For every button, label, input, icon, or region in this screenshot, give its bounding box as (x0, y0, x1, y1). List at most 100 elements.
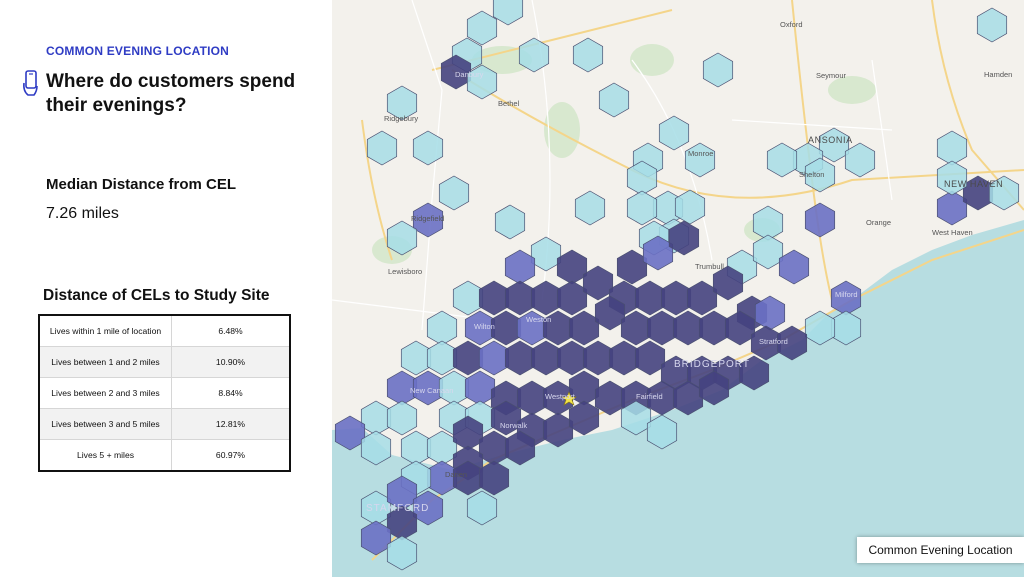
page-title: Where do customers spend their evenings? (46, 71, 296, 116)
hex-cell[interactable] (668, 220, 700, 256)
label-milford: Milford (835, 290, 858, 299)
label-lewisboro: Lewisboro (388, 267, 422, 276)
row-value: 12.81% (171, 408, 290, 440)
row-label: Lives between 3 and 5 miles (39, 408, 172, 440)
hex-cell[interactable] (626, 190, 658, 226)
hex-cell[interactable] (572, 37, 604, 73)
hex-cell[interactable] (412, 202, 444, 238)
hex-cell[interactable] (804, 202, 836, 238)
label-monroe: Monroe (688, 149, 713, 158)
label-bridgeport: BRIDGEPORT (674, 359, 750, 370)
hex-cell[interactable] (568, 400, 600, 436)
hex-cell[interactable] (598, 82, 630, 118)
table-row: Lives 5 + miles 60.97% (39, 439, 290, 471)
table-row: Lives between 2 and 3 miles 8.84% (39, 377, 290, 409)
hex-cell[interactable] (766, 142, 798, 178)
hex-cell[interactable] (478, 460, 510, 496)
hex-cell[interactable] (490, 400, 522, 436)
table-row: Lives within 1 mile of location 6.48% (39, 315, 290, 347)
label-oxford: Oxford (780, 20, 803, 29)
label-stamford: STAMFORD (366, 503, 429, 514)
label-shelton: Shelton (799, 170, 824, 179)
hex-cell[interactable] (976, 7, 1008, 43)
label-danbury: Danbury (455, 70, 484, 79)
label-ridgefield: Ridgefield (411, 214, 444, 223)
label-ansonia: ANSONIA (808, 135, 853, 145)
hex-cell[interactable] (776, 325, 808, 361)
row-label: Lives within 1 mile of location (39, 315, 172, 347)
hex-cell[interactable] (438, 175, 470, 211)
hex-cell[interactable] (412, 130, 444, 166)
hex-cell[interactable] (844, 142, 876, 178)
row-value: 10.90% (171, 346, 290, 378)
hex-cell[interactable] (386, 85, 418, 121)
hex-cell[interactable] (466, 490, 498, 526)
hex-cell[interactable] (466, 64, 498, 100)
hex-cell[interactable] (494, 204, 526, 240)
label-bethel: Bethel (498, 99, 520, 108)
hex-cell[interactable] (574, 190, 606, 226)
label-new-canaan: New Canaan (410, 386, 453, 395)
label-norwalk: Norwalk (500, 421, 527, 430)
hex-cell[interactable] (594, 295, 626, 331)
row-label: Lives between 1 and 2 miles (39, 346, 172, 378)
median-distance-value: 7.26 miles (46, 205, 119, 222)
row-value: 8.84% (171, 377, 290, 409)
hex-cell[interactable] (778, 249, 810, 285)
hex-cell[interactable] (818, 127, 850, 163)
hex-cell[interactable] (440, 54, 472, 90)
hexbin-layer (334, 0, 1020, 571)
hex-cell[interactable] (988, 175, 1020, 211)
label-stratford: Stratford (759, 337, 788, 346)
hex-cell[interactable] (804, 157, 836, 193)
hex-cell[interactable] (386, 220, 418, 256)
hex-cell[interactable] (504, 430, 536, 466)
left-panel: COMMON EVENING LOCATION Where do custome… (0, 0, 332, 577)
hexbin-map[interactable]: Oxford Danbury Bethel Seymour Hamden Rid… (332, 0, 1024, 577)
label-westport: Westport (545, 392, 576, 401)
hex-cell[interactable] (492, 0, 524, 26)
hex-cell[interactable] (752, 234, 784, 270)
label-new-haven: NEW HAVEN (944, 179, 1003, 189)
table-row: Lives between 3 and 5 miles 12.81% (39, 408, 290, 440)
hex-cell[interactable] (684, 142, 716, 178)
median-distance-label: Median Distance from CEL (46, 176, 237, 193)
table-title: Distance of CELs to Study Site (43, 287, 270, 304)
hex-cell[interactable] (674, 189, 706, 225)
hex-cell[interactable] (366, 130, 398, 166)
hex-cell[interactable] (582, 265, 614, 301)
place-labels: Oxford Danbury Bethel Seymour Hamden Rid… (366, 20, 1012, 514)
hex-cell[interactable] (738, 355, 770, 391)
hex-cell[interactable] (620, 400, 652, 436)
hex-cell[interactable] (646, 414, 678, 450)
label-orange: Orange (866, 218, 891, 227)
hex-cell[interactable] (518, 37, 550, 73)
row-value: 60.97% (215, 450, 246, 460)
hex-cell[interactable] (804, 310, 836, 346)
hex-cell[interactable] (412, 490, 444, 526)
hex-cell[interactable] (936, 160, 968, 196)
section-eyebrow: COMMON EVENING LOCATION (46, 44, 230, 58)
hex-cell[interactable] (724, 310, 756, 346)
hex-cell[interactable] (386, 400, 418, 436)
hex-cell[interactable] (360, 520, 392, 556)
hex-cell[interactable] (466, 10, 498, 46)
label-trumbull: Trumbull (695, 262, 724, 271)
label-wilton: Wilton (474, 322, 495, 331)
hex-cell[interactable] (360, 430, 392, 466)
hex-cell[interactable] (334, 415, 366, 451)
label-west-haven: West Haven (932, 228, 973, 237)
hex-cell[interactable] (702, 52, 734, 88)
hex-cell[interactable] (698, 370, 730, 406)
label-darien: Darien (445, 470, 467, 479)
hex-cell[interactable] (530, 236, 562, 272)
hex-cell[interactable] (634, 340, 666, 376)
study-site-star-icon[interactable] (561, 391, 577, 406)
hex-cell[interactable] (712, 265, 744, 301)
hex-cell[interactable] (658, 115, 690, 151)
table-row: Lives between 1 and 2 miles 10.90% (39, 346, 290, 378)
hex-cell[interactable] (386, 535, 418, 571)
label-fairfield: Fairfield (636, 392, 663, 401)
label-weston: Weston (526, 315, 551, 324)
map-legend: Common Evening Location (857, 537, 1024, 563)
